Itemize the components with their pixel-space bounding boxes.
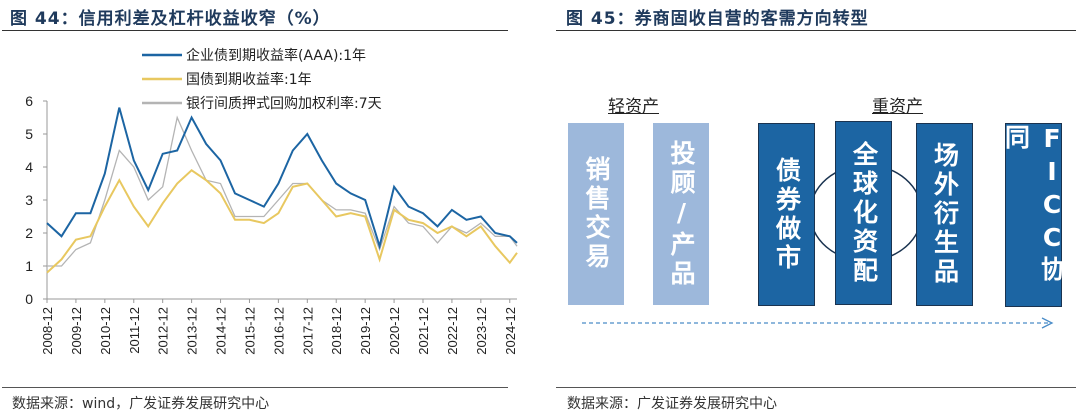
x-tick-label: 2018-12 [329,307,344,355]
x-tick-label: 2011-12 [127,307,142,354]
figure-44-title: 图 44：信用利差及杠杆收益收窄（%） [10,9,331,29]
x-tick-label: 2009-12 [69,307,84,355]
y-tick-label: 1 [25,258,33,274]
y-tick-label: 2 [25,225,33,241]
series-line-0 [46,107,518,250]
box-otc-derivatives: 场外衍生品 [916,123,973,306]
box-global-allocation: 全球化资配 [835,121,892,305]
box-sales-trading: 销售交易 [568,123,624,305]
right-source: 数据来源：广发证券发展研究中心 [567,396,777,412]
x-tick-label: 2021-12 [416,307,431,355]
box-advisory-products: 投顾/产品 [653,123,709,305]
x-tick-label: 2015-12 [242,307,257,355]
x-tick-label: 2014-12 [214,307,229,355]
legend-label-0: 企业债到期收益率(AAA):1年 [186,47,366,64]
arrow-head-icon [1041,317,1054,329]
x-tick-label: 2017-12 [300,307,315,355]
x-tick-label: 2010-12 [98,307,113,355]
legend-label-2: 银行间质押式回购加权利率:7天 [186,95,382,112]
y-tick-label: 0 [25,291,33,307]
footer-divider [2,387,508,388]
x-tick-label: 2012-12 [156,307,171,355]
series-line-1 [46,169,518,274]
legend-label-1: 国债到期收益率:1年 [186,71,312,88]
title-divider [2,30,508,31]
x-tick-label: 2013-12 [185,307,200,355]
x-tick-label: 2008-12 [40,307,55,355]
heavy-asset-label: 重资产 [872,97,923,117]
y-tick-label: 6 [25,93,33,109]
x-tick-label: 2023-12 [474,307,489,355]
y-tick-label: 5 [25,126,33,142]
series-line-2 [47,115,518,267]
title-divider [556,30,1076,31]
box-ficc-synergy: FICC协同 [1002,123,1067,307]
light-asset-label: 轻资产 [608,97,659,117]
y-tick-label: 3 [25,192,33,208]
x-tick-label: 2020-12 [387,307,402,355]
x-tick-label: 2019-12 [358,307,373,355]
x-tick-label: 2022-12 [445,307,460,355]
x-tick-label: 2016-12 [271,307,286,355]
figure-45-title: 图 45：券商固收自营的客需方向转型 [566,9,869,29]
left-source: 数据来源：wind，广发证券发展研究中心 [12,396,270,412]
box-bond-market-making: 债券做市 [758,123,815,306]
yield-chart: 0 1 2 3 4 5 6 2008-12 2009-12 2010-12 2011-12 2012-… [25,47,518,355]
footer-divider [556,387,1076,388]
y-tick-label: 4 [25,159,33,175]
x-tick-label: 2024-12 [503,307,518,355]
